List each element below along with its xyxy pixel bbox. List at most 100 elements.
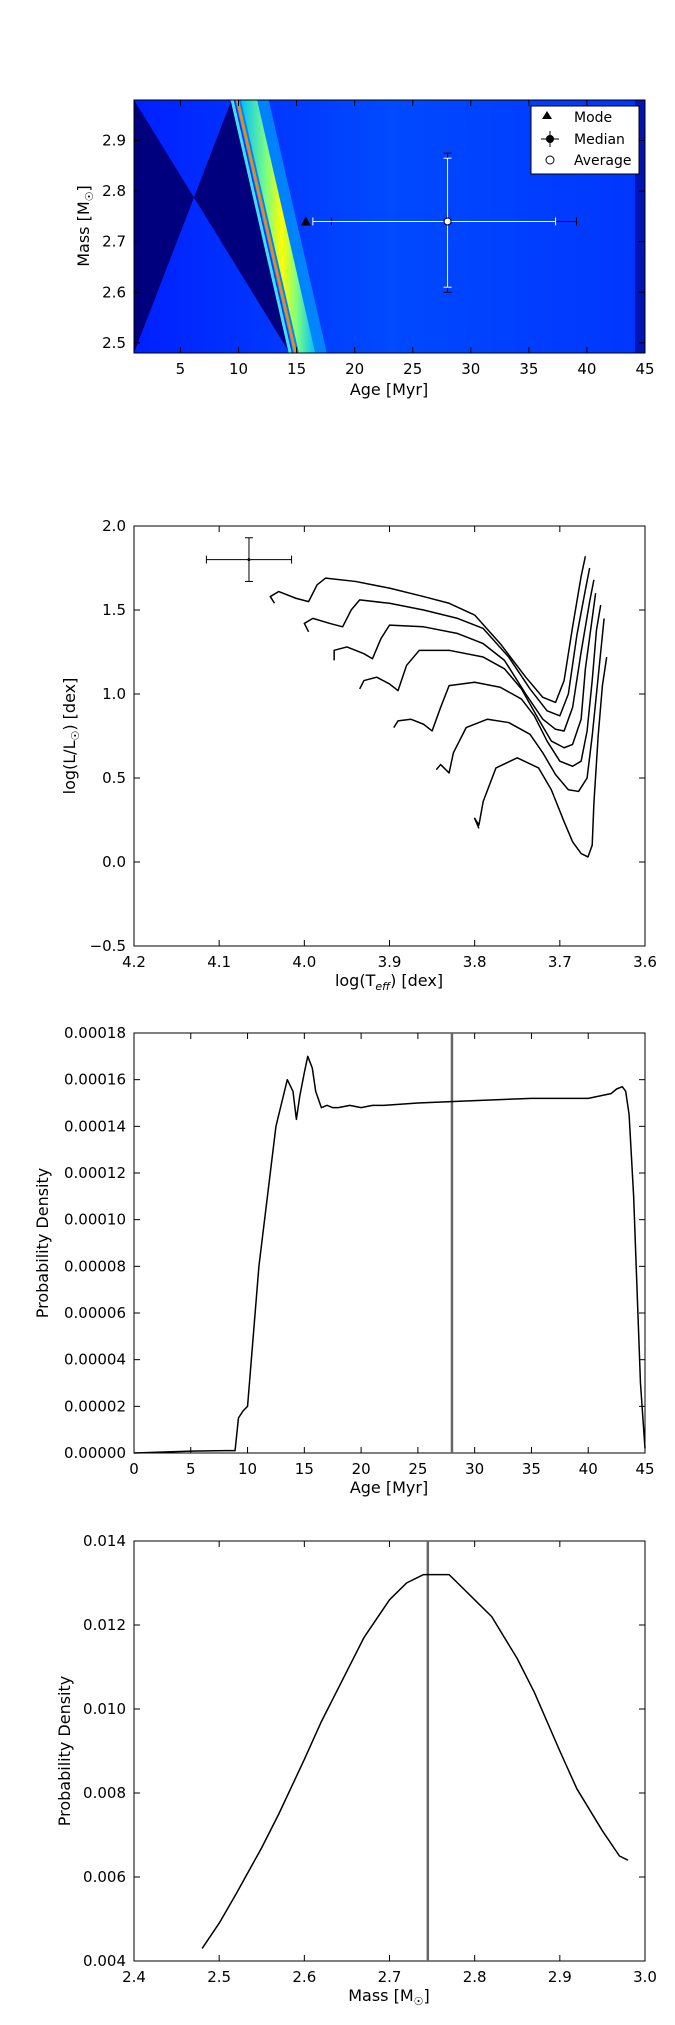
y-tick-label: 0.008 [83,1784,126,1802]
heatmap-band-main [240,100,316,353]
legend-average-label: Average [574,153,632,169]
x-tick-label: 2.6 [292,1968,316,1986]
y-tick-label: 0.00010 [64,1211,126,1229]
y-tick-label: 1.0 [102,685,126,703]
x-tick-label: 40 [577,360,596,378]
pdf-line [133,1055,646,1454]
y-tick-label: 0.012 [83,1616,126,1634]
legend-mode-label: Mode [574,110,612,126]
x-axis-label: Age [Myr] [350,1478,428,1497]
average-point [443,217,452,226]
x-tick-label: 2.8 [463,1968,487,1986]
x-axis-label: Age [Myr] [350,380,428,399]
x-tick-label: 3.8 [463,953,487,971]
x-tick-label: 3.7 [548,953,572,971]
axes-frame [133,1032,646,1454]
legend-mode-marker [542,111,552,119]
y-tick-label: 2.5 [102,334,126,352]
x-tick-label: 20 [352,1460,371,1478]
y-axis-label: log(L/L☉) [dex] [60,678,82,795]
y-axis-label: Mass [M☉] [74,185,96,267]
panel-age-mass-heatmap: 5 10 15 20 25 30 35 40 45 2.5 2.6 2.7 2.8 2.9 Age [My… [74,99,655,399]
x-tick-label: 25 [408,1460,427,1478]
y-tick-label: 0.00002 [64,1397,126,1415]
y-tick-label: 1.5 [102,601,126,619]
y-tick-label: 2.7 [102,233,126,251]
x-tick-label: 25 [403,360,422,378]
panel-mass-pdf: 2.4 2.5 2.6 2.7 2.8 2.9 3.0 0.004 0.006 0.008 0.01… [55,1532,657,2008]
y-tick-label: −0.5 [90,937,126,955]
x-tick-label: 4.0 [292,953,316,971]
x-tick-label: 35 [519,360,538,378]
y-tick-label: 0.00016 [64,1071,126,1089]
y-tick-label: 2.8 [102,182,126,200]
heatmap-low-region [134,100,290,353]
legend-average-marker [545,155,555,165]
y-tick-label: 0.00008 [64,1257,126,1275]
pdf-line [201,1573,629,1949]
y-tick-label: 0.5 [102,769,126,787]
y-tick-label: 0.014 [83,1532,126,1550]
x-tick-label: 4.1 [207,953,231,971]
x-tick-label: 3.9 [378,953,402,971]
x-tick-label: 45 [635,1460,654,1478]
legend: Mode Median Average [530,105,640,175]
x-tick-label: 30 [461,360,480,378]
y-tick-label: 0.00006 [64,1304,126,1322]
y-axis-label: Probability Density [33,1168,52,1319]
x-tick-label: 5 [186,1460,196,1478]
y-tick-label: 0.006 [83,1868,126,1886]
panel-hr-diagram: 4.2 4.1 4.0 3.9 3.8 3.7 3.6 −0.5 0.0 0.5 1.0 1.5 2.0… [60,517,657,993]
x-tick-label: 30 [465,1460,484,1478]
x-tick-label: 10 [229,360,248,378]
isochrone-line-4 [359,593,597,749]
axes-frame [133,525,646,947]
x-tick-label: 10 [238,1460,257,1478]
y-tick-label: 0.0 [102,853,126,871]
x-tick-label: 3.0 [633,1968,657,1986]
x-tick-label: 2.4 [122,1968,146,1986]
y-axis-label: Probability Density [55,1676,74,1827]
panel-age-pdf: 0 5 10 15 20 25 30 35 40 45 0.00000 0.00002 0.00004 0… [33,1024,655,1497]
isochrone-line-3 [333,579,595,732]
y-tick-label: 2.0 [102,517,126,535]
axes-frame [133,99,646,354]
x-tick-label: 2.5 [207,1968,231,1986]
x-tick-label: 2.9 [548,1968,572,1986]
isochrone-line-6 [435,618,605,793]
x-tick-label: 35 [522,1460,541,1478]
y-tick-label: 2.6 [102,283,126,301]
isochrone-line-1 [269,556,587,704]
legend-median-marker [541,131,559,147]
y-tick-label: 0.00000 [64,1444,126,1462]
legend-median-label: Median [574,132,625,148]
x-tick-label: 4.2 [122,953,146,971]
x-tick-label: 2.7 [378,1968,402,1986]
x-tick-label: 40 [579,1460,598,1478]
axes-frame [133,1540,646,1962]
y-tick-label: 0.00012 [64,1164,126,1182]
y-tick-label: 0.00018 [64,1024,126,1042]
y-tick-label: 2.9 [102,131,126,149]
y-tick-label: 0.004 [83,1952,126,1970]
x-axis-label: Mass [M☉] [348,1986,430,2008]
x-tick-label: 15 [287,360,306,378]
x-tick-label: 15 [295,1460,314,1478]
isochrone-line-5 [393,604,602,767]
x-tick-label: 5 [176,360,186,378]
star-point [247,558,251,562]
isochrone-line-2 [303,567,591,717]
mode-point [300,216,311,226]
heatmap-right-edge [635,100,645,353]
isochrone-line-7 [473,656,608,858]
y-tick-label: 0.010 [83,1700,126,1718]
heatmap-ridge [235,100,297,353]
y-tick-label: 0.00014 [64,1117,126,1135]
heatmap-left-edge [230,100,292,353]
x-tick-label: 3.6 [633,953,657,971]
y-tick-label: 0.00004 [64,1351,126,1369]
x-tick-label: 20 [345,360,364,378]
x-axis-label: log(Teff) [dex] [335,971,443,993]
x-tick-label: 0 [129,1460,139,1478]
